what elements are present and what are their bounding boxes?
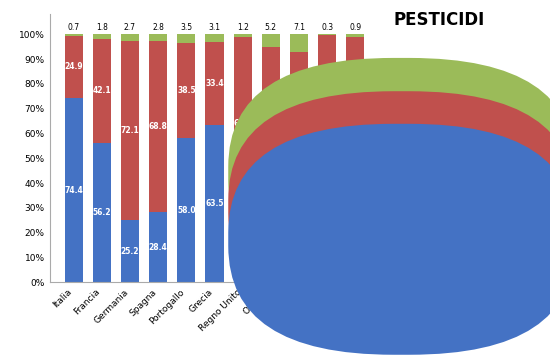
Bar <box>149 41 167 212</box>
Bar <box>177 43 195 139</box>
Bar <box>262 47 280 220</box>
Bar <box>346 37 365 202</box>
Bar <box>205 42 224 125</box>
Text: 25.2: 25.2 <box>262 247 280 256</box>
Text: 28.4: 28.4 <box>149 243 168 252</box>
Text: 2.7: 2.7 <box>124 23 136 32</box>
Text: 29.1: 29.1 <box>233 242 252 251</box>
Text: 56.2: 56.2 <box>92 208 111 217</box>
Text: sopra LMR: sopra LMR <box>414 170 461 179</box>
Text: 42.1: 42.1 <box>92 86 111 95</box>
Bar <box>177 34 195 43</box>
Text: 69.1: 69.1 <box>290 133 309 142</box>
Text: 58.0: 58.0 <box>177 206 196 215</box>
Bar <box>205 34 224 42</box>
Bar <box>121 34 139 41</box>
Bar <box>149 212 167 282</box>
Bar <box>262 220 280 282</box>
Text: 69.7: 69.7 <box>233 119 252 128</box>
Text: 72.1: 72.1 <box>120 126 139 135</box>
Bar <box>234 37 252 210</box>
Text: 5.2: 5.2 <box>265 23 277 32</box>
Text: 23.8: 23.8 <box>290 248 309 257</box>
Text: 66.5: 66.5 <box>346 114 365 123</box>
Bar <box>64 34 83 36</box>
Text: RESIDUI
TROVATI
NEI CIBI
IN ITALIA E
IN EUROPA: RESIDUI TROVATI NEI CIBI IN ITALIA E IN … <box>393 62 449 131</box>
Text: 1.2: 1.2 <box>236 23 249 32</box>
Text: 69.4: 69.4 <box>318 117 337 126</box>
Text: 69.6: 69.6 <box>262 129 280 138</box>
Text: 38.5: 38.5 <box>177 86 196 95</box>
Bar <box>92 34 111 38</box>
Bar <box>318 35 337 207</box>
Text: 0.7: 0.7 <box>68 23 80 32</box>
Text: 3.1: 3.1 <box>208 23 221 32</box>
Bar <box>318 207 337 282</box>
Bar <box>290 34 308 52</box>
Text: 63.5: 63.5 <box>205 199 224 208</box>
Bar <box>64 36 83 98</box>
Text: 7.1: 7.1 <box>293 23 305 32</box>
Bar <box>234 34 252 37</box>
Text: 1.8: 1.8 <box>96 23 108 32</box>
Text: 25.2: 25.2 <box>121 247 139 256</box>
Text: LMR: limite massimo
di residuo ammesso.
Fonte: Efsa 2009: LMR: limite massimo di residuo ammesso. … <box>393 290 472 319</box>
Text: 3.5: 3.5 <box>180 23 192 32</box>
Bar <box>290 52 308 223</box>
Bar <box>346 34 365 37</box>
Bar <box>234 210 252 282</box>
Bar <box>262 34 280 47</box>
Bar <box>177 139 195 282</box>
Text: 24.9: 24.9 <box>64 62 83 71</box>
Bar <box>205 125 224 282</box>
Text: 2.8: 2.8 <box>152 23 164 32</box>
Bar <box>121 41 139 220</box>
Text: sotto LMR: sotto LMR <box>414 203 459 212</box>
Bar <box>64 98 83 282</box>
Text: 32.6: 32.6 <box>346 237 365 247</box>
Bar <box>92 143 111 282</box>
Text: 0.3: 0.3 <box>321 23 333 32</box>
Text: 68.8: 68.8 <box>148 122 168 131</box>
Bar <box>346 202 365 282</box>
Bar <box>92 38 111 143</box>
Text: privi di residui: privi di residui <box>414 236 479 244</box>
Bar <box>318 34 337 35</box>
Text: PESTICIDI: PESTICIDI <box>393 11 485 29</box>
Text: 30.3: 30.3 <box>318 240 337 249</box>
Bar <box>121 220 139 282</box>
Text: 74.4: 74.4 <box>64 186 83 195</box>
Bar <box>290 223 308 282</box>
Text: 0.9: 0.9 <box>349 23 361 32</box>
Text: 33.4: 33.4 <box>205 79 224 88</box>
Bar <box>149 34 167 41</box>
